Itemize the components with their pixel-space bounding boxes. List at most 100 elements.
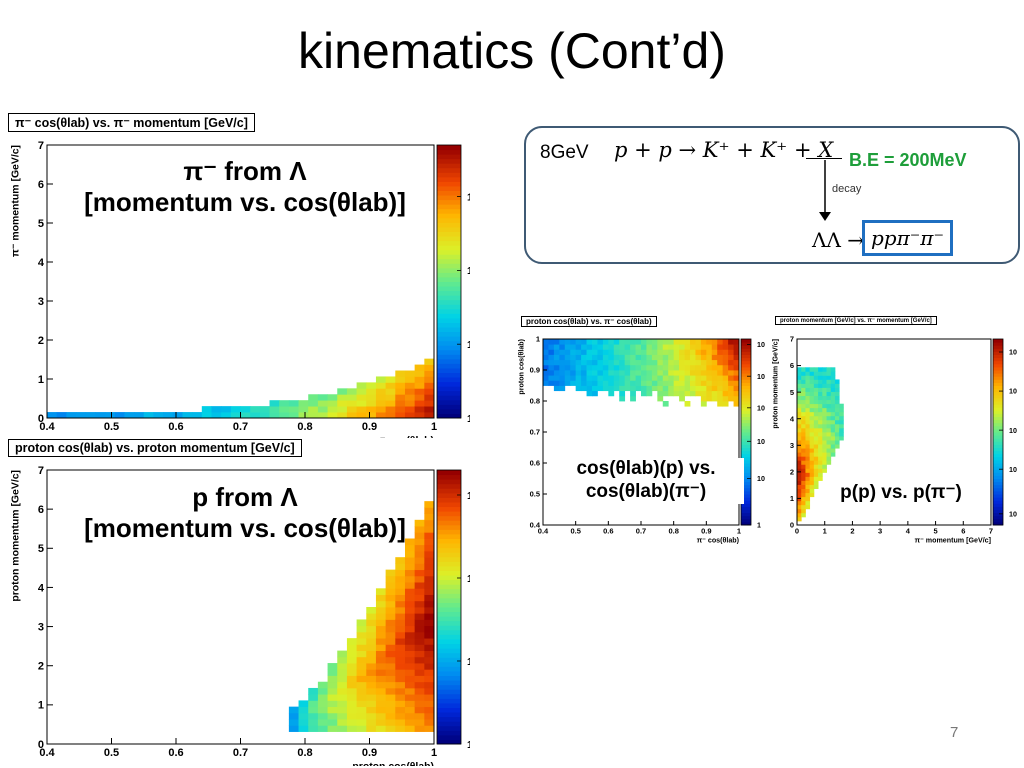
heatmap-cell [375,412,387,419]
color-bar-segment [741,404,751,408]
y-tick-label: 7 [790,335,794,344]
heatmap-cell [581,380,587,386]
heatmap-cell [805,492,811,498]
heatmap-cell [818,448,823,453]
heatmap-cell [624,344,631,350]
heatmap-cell [826,423,832,429]
heatmap-cell [834,399,840,405]
y-axis-label: π⁻ momentum [GeV/c] [10,145,21,257]
heatmap-cell [346,644,358,651]
heatmap-cell [586,364,593,371]
heatmap-cell [657,395,664,402]
heatmap-cell [619,339,626,345]
heatmap-cell [259,406,270,413]
heatmap-cell [404,412,416,419]
heatmap-cell [657,359,664,366]
heatmap-cell [690,375,696,381]
heatmap-cell [404,712,416,720]
heatmap-cell [733,370,740,376]
heatmap-cell [797,476,802,481]
heatmap-cell [404,544,416,552]
heatmap-cell [679,375,685,381]
heatmap-cell [797,436,802,441]
heatmap-cell [414,712,425,720]
heatmap-cell [240,412,251,419]
heatmap-cell [602,375,609,381]
heatmap-cell [646,349,653,355]
heatmap-cell [356,675,367,683]
color-bar-segment [741,366,751,371]
heatmap-cell [414,706,425,714]
heatmap-cell [182,412,193,419]
color-bar-segment [437,345,461,351]
color-bar-segment [437,588,461,594]
heatmap-cell [839,411,844,417]
heatmap-cell [619,349,626,355]
heatmap-cell [711,354,718,361]
color-bar-segment [437,317,461,323]
heatmap-cell [424,569,435,577]
heatmap-cell [337,412,348,419]
x-tick-label: 1 [431,747,437,759]
heatmap-cell [414,694,425,701]
heatmap-cell [385,588,396,595]
heatmap-cell [733,375,740,381]
heatmap-cell [395,588,406,595]
heatmap-cell [801,367,806,372]
heatmap-cell [830,383,836,388]
color-bar-segment [741,351,751,355]
heatmap-cell [839,415,844,421]
heatmap-cell [722,375,729,381]
color-bar-segment [741,475,751,479]
heatmap-cell [395,557,406,564]
heatmap-cell [805,496,811,502]
heatmap-cell [805,407,811,413]
x-tick-label: 6 [961,527,965,536]
heatmap-cell [575,344,582,350]
heatmap-cell [559,375,566,381]
y-tick-label: 0 [790,521,794,530]
heatmap-cell [608,370,615,376]
heatmap-cell [706,390,713,397]
heatmap-cell [801,500,806,506]
heatmap-cell [830,432,836,437]
heatmap-cell [801,464,806,469]
z-tick-label: 10 [467,340,470,351]
heatmap-cell [801,395,806,401]
color-bar-segment [437,693,461,699]
heatmap-cell [327,412,338,419]
heatmap-cell [366,382,377,389]
color-bar-segment [741,435,751,439]
heatmap-cell [553,385,560,392]
heatmap-cell [801,411,806,417]
heatmap-cell [375,694,387,701]
heatmap-cell [366,400,377,407]
heatmap-cell [797,472,802,477]
color-bar-segment [437,680,461,686]
heatmap-cell [706,364,713,371]
heatmap-cell [404,563,416,571]
heatmap-cell [711,375,718,381]
heatmap-cell [327,663,338,670]
heatmap-cell [818,472,823,477]
color-bar-segment [437,661,461,667]
heatmap-cell [826,375,832,380]
x-tick-label: 0.9 [701,527,711,536]
heatmap-cell [395,638,406,645]
heatmap-cell [809,436,815,441]
heatmap-cell [581,364,587,371]
heatmap-cell [813,411,819,417]
heatmap-cell [385,706,396,714]
heatmap-cell [404,706,416,714]
heatmap-cell [805,452,811,457]
heatmap-cell [826,444,832,449]
heatmap-cell [424,650,435,658]
heatmap-cell [797,484,802,490]
heatmap-cell [356,638,367,645]
decay-products: ppπ⁻π⁻ [862,220,954,256]
heatmap-cell [356,681,367,689]
heatmap-cell [728,395,734,402]
color-bar-segment [437,597,461,603]
heatmap-cell [375,656,387,664]
heatmap-cell [646,359,653,366]
